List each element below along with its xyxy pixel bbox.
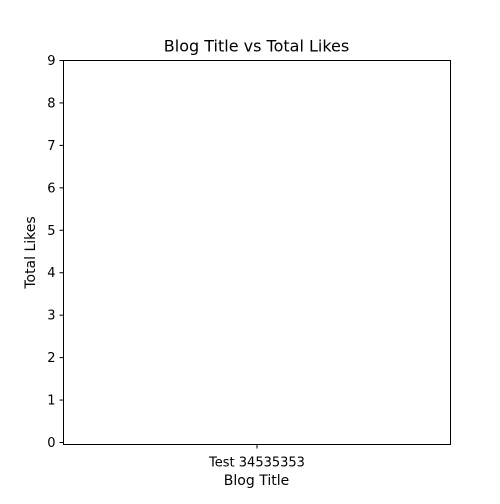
x-tick-label: Test 34535353 [208,456,305,471]
y-tick-label: 7 [47,139,55,154]
chart-title: Blog Title vs Total Likes [164,37,349,56]
y-tick-label: 2 [47,351,55,366]
y-tick-label: 6 [47,181,55,196]
x-axis-label: Blog Title [224,473,289,489]
y-axis-label: Total Likes [23,216,39,289]
x-axis: Test 34535353 [208,444,305,471]
y-tick-label: 5 [47,224,55,239]
y-tick-label: 4 [47,266,55,281]
y-tick-label: 3 [47,309,55,324]
plot-area [63,60,451,445]
y-tick-label: 1 [47,394,55,409]
y-axis: 0 1 2 3 4 5 6 7 8 9 [47,54,64,451]
y-tick-label: 0 [47,436,55,451]
y-tick-label: 8 [47,96,55,111]
y-tick-label: 9 [47,54,55,69]
